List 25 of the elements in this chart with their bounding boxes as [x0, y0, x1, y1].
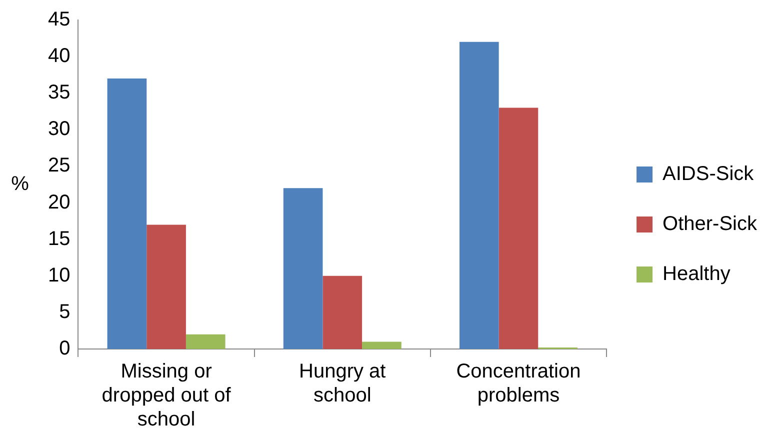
x-tick-label: Hungry at school — [299, 360, 386, 407]
y-tick-label: 15 — [48, 228, 70, 250]
y-tick-label: 40 — [48, 45, 70, 68]
legend-label: Other-Sick — [662, 213, 758, 236]
y-tick-label: 30 — [48, 118, 70, 140]
y-tick-label: 25 — [48, 154, 70, 177]
y-tick-label: 5 — [59, 300, 70, 323]
x-tick-label: Concentration problems — [456, 360, 581, 407]
legend-label: AIDS-Sick — [662, 163, 755, 186]
bar — [322, 276, 362, 349]
bar — [362, 342, 402, 349]
y-tick-label: 45 — [48, 8, 70, 31]
legend-label: Healthy — [662, 263, 730, 286]
y-tick-label: 35 — [48, 82, 70, 104]
y-tick-label: 20 — [48, 191, 70, 214]
y-tick-label: 0 — [59, 338, 70, 360]
bar — [498, 108, 538, 349]
x-tick-label: Missing or dropped out of school — [102, 360, 232, 431]
bar — [107, 78, 147, 349]
bar — [459, 42, 499, 349]
bar — [146, 224, 186, 349]
y-axis-title: % — [11, 173, 30, 196]
y-tick-label: 10 — [48, 264, 70, 286]
bar — [283, 188, 323, 349]
bar — [186, 334, 226, 349]
